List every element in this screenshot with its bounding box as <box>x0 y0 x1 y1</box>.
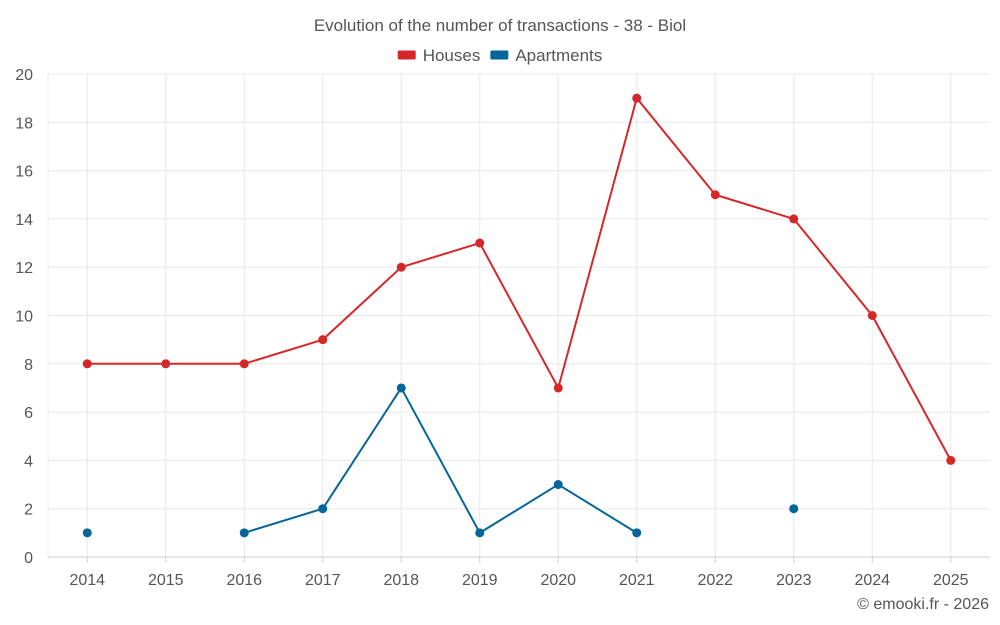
houses-point-2014[interactable] <box>82 359 92 369</box>
axes: 0 2 4 6 8 10 12 14 16 18 20 2014 2015 2016 2017 2018 201… <box>15 67 990 589</box>
y-tick-label: 20 <box>15 67 33 84</box>
y-tick-label: 10 <box>15 309 33 326</box>
legend-swatch-houses <box>397 50 416 60</box>
y-tick-label: 16 <box>15 164 33 181</box>
apartments-point-2019[interactable] <box>475 528 485 538</box>
y-tick-label: 12 <box>15 260 33 277</box>
houses-point-2019[interactable] <box>475 238 485 248</box>
houses-point-2024[interactable] <box>867 311 877 320</box>
houses-point-2020[interactable] <box>553 383 563 393</box>
gridlines <box>48 73 990 557</box>
y-tick-label: 2 <box>24 502 33 519</box>
credit-text: © emooki.fr - 2026 <box>857 596 989 613</box>
legend-swatch-apartments <box>490 50 509 60</box>
x-tick-label: 2016 <box>226 572 262 589</box>
y-tick-label: 8 <box>24 357 33 374</box>
apartments-point-2016[interactable] <box>239 528 249 538</box>
apartments-point-2014[interactable] <box>82 528 92 538</box>
y-tick-label: 0 <box>24 550 33 567</box>
y-tick-label: 4 <box>24 453 33 470</box>
houses-point-2017[interactable] <box>318 335 328 345</box>
x-tick-label: 2022 <box>697 572 733 589</box>
x-tick-label: 2021 <box>619 572 655 589</box>
chart-title: Evolution of the number of transactions … <box>314 16 686 35</box>
legend[interactable]: Houses Apartments <box>397 46 603 65</box>
x-tick-label: 2014 <box>69 572 105 589</box>
houses-point-2022[interactable] <box>710 190 720 200</box>
legend-label-houses: Houses <box>423 46 481 65</box>
x-tick-label: 2018 <box>383 572 419 589</box>
x-tick-label: 2024 <box>854 572 890 589</box>
x-tick-label: 2020 <box>540 572 576 589</box>
x-tick-label: 2023 <box>776 572 812 589</box>
apartments-point-2018[interactable] <box>396 383 406 393</box>
apartments-point-2017[interactable] <box>318 504 328 514</box>
y-tick-label: 6 <box>24 405 33 422</box>
apartments-series-line <box>243 386 638 534</box>
y-tick-label: 14 <box>15 212 33 229</box>
houses-point-2021[interactable] <box>632 93 642 103</box>
apartments-point-2021[interactable] <box>632 528 642 538</box>
houses-point-2018[interactable] <box>396 262 406 272</box>
y-tick-label: 18 <box>15 115 33 132</box>
x-tick-label: 2025 <box>933 572 969 589</box>
houses-series-line <box>87 97 952 461</box>
x-tick-label: 2015 <box>148 572 184 589</box>
x-tick-label: 2017 <box>305 572 341 589</box>
legend-item-apartments[interactable]: Apartments <box>490 46 602 65</box>
houses-point-2023[interactable] <box>789 214 799 224</box>
houses-point-2016[interactable] <box>239 359 249 369</box>
houses-point-2015[interactable] <box>161 359 171 369</box>
apartments-point-2023[interactable] <box>789 504 799 514</box>
legend-label-apartments: Apartments <box>515 46 602 65</box>
houses-point-2025[interactable] <box>946 455 956 465</box>
series-layer <box>82 93 956 538</box>
x-tick-label: 2019 <box>462 572 498 589</box>
legend-item-houses[interactable]: Houses <box>397 46 481 65</box>
apartments-point-2020[interactable] <box>553 480 563 490</box>
